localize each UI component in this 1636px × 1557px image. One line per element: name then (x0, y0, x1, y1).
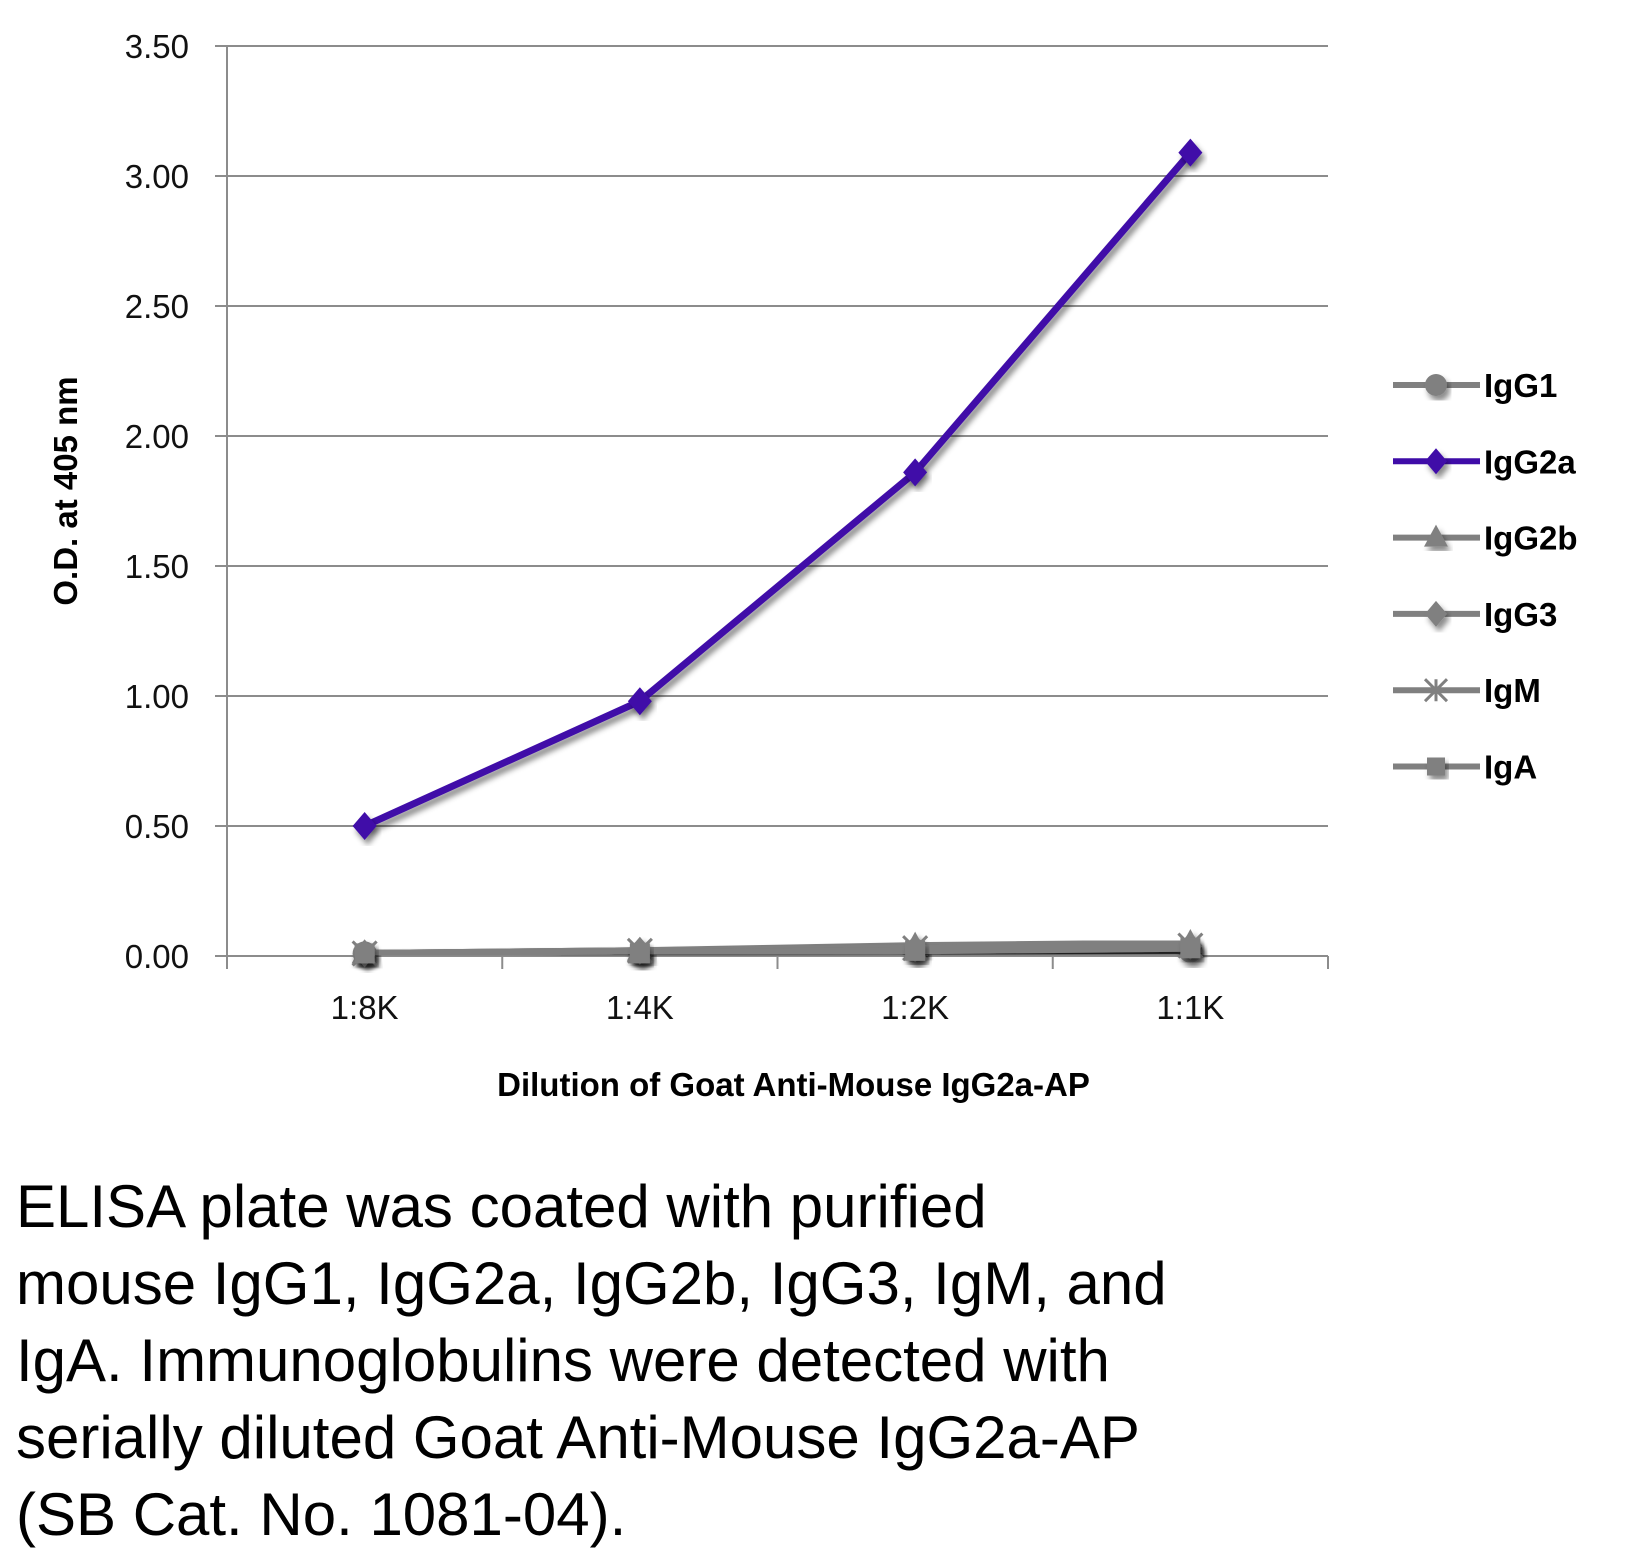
y-tick-label: 2.00 (125, 418, 189, 455)
x-tick-label: 1:2K (881, 989, 949, 1026)
y-tick-label: 2.50 (125, 288, 189, 325)
legend-marker-igm-icon (1423, 678, 1449, 703)
y-axis-title: O.D. at 405 nm (47, 376, 84, 605)
caption-line: serially diluted Goat Anti-Mouse IgG2a-A… (16, 1404, 1140, 1471)
legend-label: IgG1 (1484, 367, 1557, 404)
legend-label: IgM (1484, 672, 1541, 709)
caption-line: IgA. Immunoglobulins were detected with (16, 1327, 1110, 1394)
legend-label: IgG2b (1484, 520, 1578, 557)
x-tick-label: 1:8K (331, 989, 399, 1026)
y-tick-label: 1.00 (125, 678, 189, 715)
caption-line: (SB Cat. No. 1081-04). (16, 1481, 627, 1548)
figure-caption: ELISA plate was coated with purified mou… (16, 1168, 1167, 1553)
data-point-iga (629, 943, 650, 964)
legend-marker-iga-icon (1427, 757, 1445, 776)
data-point-igg2a (627, 687, 652, 716)
data-point-iga (1180, 938, 1201, 959)
series-line-iga (364, 944, 1191, 957)
y-tick-label: 0.00 (125, 938, 189, 975)
legend-marker-igg2a-icon (1425, 448, 1447, 475)
y-tick-label: 1.50 (125, 548, 189, 585)
legend-marker-igg3-icon (1425, 600, 1447, 627)
data-point-igg2a (1178, 138, 1203, 167)
data-point-igg2a (352, 812, 377, 840)
y-tick-label: 3.00 (125, 158, 189, 195)
y-tick-label: 0.50 (125, 808, 189, 845)
caption-line: mouse IgG1, IgG2a, IgG2b, IgG3, IgM, and (16, 1250, 1167, 1317)
elisa-line-chart: 0.00 0.50 1.00 1.50 2.00 2.50 3.00 3.50 1:8K 1:4K… (47, 28, 1578, 1103)
legend-marker-igg1-icon (1425, 374, 1447, 396)
x-axis-title: Dilution of Goat Anti-Mouse IgG2a-AP (497, 1066, 1090, 1103)
legend-label: IgG3 (1484, 596, 1557, 633)
x-tick-label: 1:1K (1156, 989, 1224, 1026)
data-point-igg2a (903, 458, 928, 487)
data-point-iga (354, 943, 375, 964)
y-tick-label: 3.50 (125, 28, 189, 65)
x-tick-label: 1:4K (606, 989, 674, 1026)
legend-label: IgA (1484, 749, 1537, 786)
data-point-iga (905, 940, 926, 961)
caption-line: ELISA plate was coated with purified (16, 1173, 987, 1240)
legend-label: IgG2a (1484, 443, 1576, 480)
legend-marker-igg2b-icon (1424, 524, 1448, 547)
series-line-igg2a (363, 150, 1194, 830)
